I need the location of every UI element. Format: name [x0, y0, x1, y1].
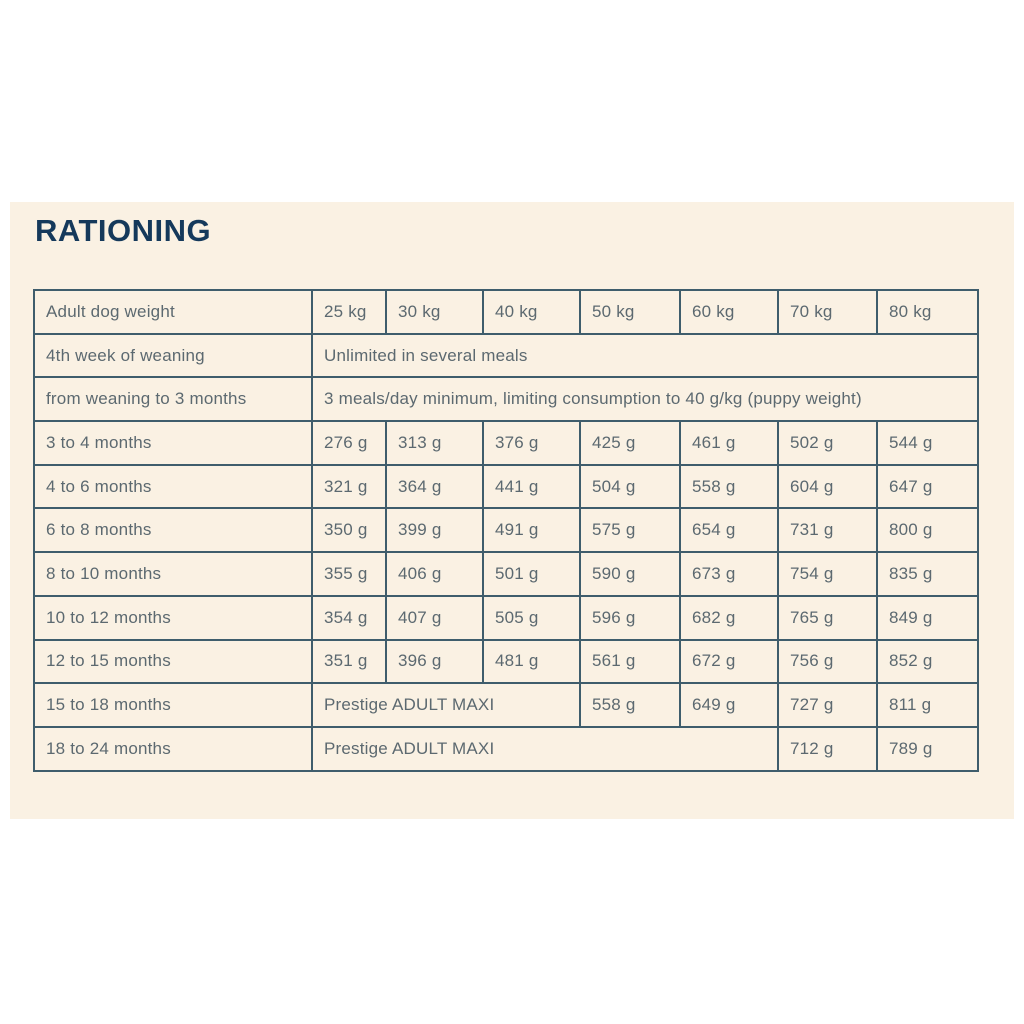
value-cell: 852 g	[876, 638, 979, 685]
value-cell: 321 g	[311, 463, 387, 510]
value-cell: Prestige ADULT MAXI	[311, 725, 779, 772]
row-label-cell: 6 to 8 months	[33, 507, 313, 554]
value-cell: 765 g	[777, 594, 878, 641]
value-cell: Unlimited in several meals	[311, 332, 979, 379]
value-cell: 575 g	[579, 507, 681, 554]
value-cell: 590 g	[579, 551, 681, 597]
value-cell: 754 g	[777, 551, 878, 597]
value-cell: 672 g	[679, 638, 779, 685]
value-cell: 558 g	[579, 682, 681, 728]
table-header-row: Adult dog weight 25 kg 30 kg 40 kg 50 kg 60 k…	[33, 289, 979, 335]
value-cell: 682 g	[679, 594, 779, 641]
value-cell: 673 g	[679, 551, 779, 597]
value-cell: 731 g	[777, 507, 878, 554]
value-cell: 491 g	[482, 507, 581, 554]
value-cell: 355 g	[311, 551, 387, 597]
value-cell: 811 g	[876, 682, 979, 728]
header-cell-weight: 40 kg	[482, 289, 581, 335]
value-cell: 399 g	[385, 507, 484, 554]
header-cell-weight: 30 kg	[385, 289, 484, 335]
row-label-cell: from weaning to 3 months	[33, 376, 313, 423]
value-cell: 350 g	[311, 507, 387, 554]
value-cell: 3 meals/day minimum, limiting consumptio…	[311, 376, 979, 423]
rationing-table: Adult dog weight 25 kg 30 kg 40 kg 50 kg 60 k…	[33, 289, 979, 772]
table-row: 3 to 4 months 276 g 313 g 376 g 425 g 461 g 50…	[33, 420, 979, 466]
value-cell: 441 g	[482, 463, 581, 510]
table-row: 10 to 12 months 354 g 407 g 505 g 596 g 682 g…	[33, 594, 979, 641]
header-cell-row-title: Adult dog weight	[33, 289, 313, 335]
value-cell: Prestige ADULT MAXI	[311, 682, 581, 728]
value-cell: 654 g	[679, 507, 779, 554]
section-title: RATIONING	[35, 213, 212, 248]
value-cell: 396 g	[385, 638, 484, 685]
value-cell: 604 g	[777, 463, 878, 510]
table-row: 12 to 15 months 351 g 396 g 481 g 561 g 672 g…	[33, 638, 979, 685]
value-cell: 406 g	[385, 551, 484, 597]
value-cell: 354 g	[311, 594, 387, 641]
value-cell: 276 g	[311, 420, 387, 466]
header-cell-weight: 50 kg	[579, 289, 681, 335]
value-cell: 558 g	[679, 463, 779, 510]
value-cell: 647 g	[876, 463, 979, 510]
value-cell: 481 g	[482, 638, 581, 685]
row-label-cell: 10 to 12 months	[33, 594, 313, 641]
table-row: 4 to 6 months 321 g 364 g 441 g 504 g 558 g 60…	[33, 463, 979, 510]
header-cell-weight: 60 kg	[679, 289, 779, 335]
header-cell-weight: 70 kg	[777, 289, 878, 335]
value-cell: 376 g	[482, 420, 581, 466]
value-cell: 313 g	[385, 420, 484, 466]
table-row: from weaning to 3 months 3 meals/day mini…	[33, 376, 979, 423]
row-label-cell: 12 to 15 months	[33, 638, 313, 685]
value-cell: 505 g	[482, 594, 581, 641]
value-cell: 835 g	[876, 551, 979, 597]
row-label-cell: 4 to 6 months	[33, 463, 313, 510]
row-label-cell: 8 to 10 months	[33, 551, 313, 597]
value-cell: 501 g	[482, 551, 581, 597]
value-cell: 649 g	[679, 682, 779, 728]
value-cell: 800 g	[876, 507, 979, 554]
table-body: 4th week of weaning Unlimited in several …	[33, 332, 979, 772]
value-cell: 504 g	[579, 463, 681, 510]
rationing-panel: RATIONING Adult dog weight 25 kg 30 kg 40 k…	[10, 202, 1014, 819]
value-cell: 502 g	[777, 420, 878, 466]
row-label-cell: 15 to 18 months	[33, 682, 313, 728]
value-cell: 727 g	[777, 682, 878, 728]
header-cell-weight: 25 kg	[311, 289, 387, 335]
table-row: 6 to 8 months 350 g 399 g 491 g 575 g 654 g 73…	[33, 507, 979, 554]
value-cell: 351 g	[311, 638, 387, 685]
value-cell: 756 g	[777, 638, 878, 685]
row-label-cell: 18 to 24 months	[33, 725, 313, 772]
value-cell: 425 g	[579, 420, 681, 466]
value-cell: 712 g	[777, 725, 878, 772]
value-cell: 849 g	[876, 594, 979, 641]
value-cell: 596 g	[579, 594, 681, 641]
value-cell: 461 g	[679, 420, 779, 466]
row-label-cell: 3 to 4 months	[33, 420, 313, 466]
row-label-cell: 4th week of weaning	[33, 332, 313, 379]
table-row: 4th week of weaning Unlimited in several …	[33, 332, 979, 379]
value-cell: 789 g	[876, 725, 979, 772]
value-cell: 407 g	[385, 594, 484, 641]
value-cell: 364 g	[385, 463, 484, 510]
value-cell: 544 g	[876, 420, 979, 466]
value-cell: 561 g	[579, 638, 681, 685]
header-cell-weight: 80 kg	[876, 289, 979, 335]
